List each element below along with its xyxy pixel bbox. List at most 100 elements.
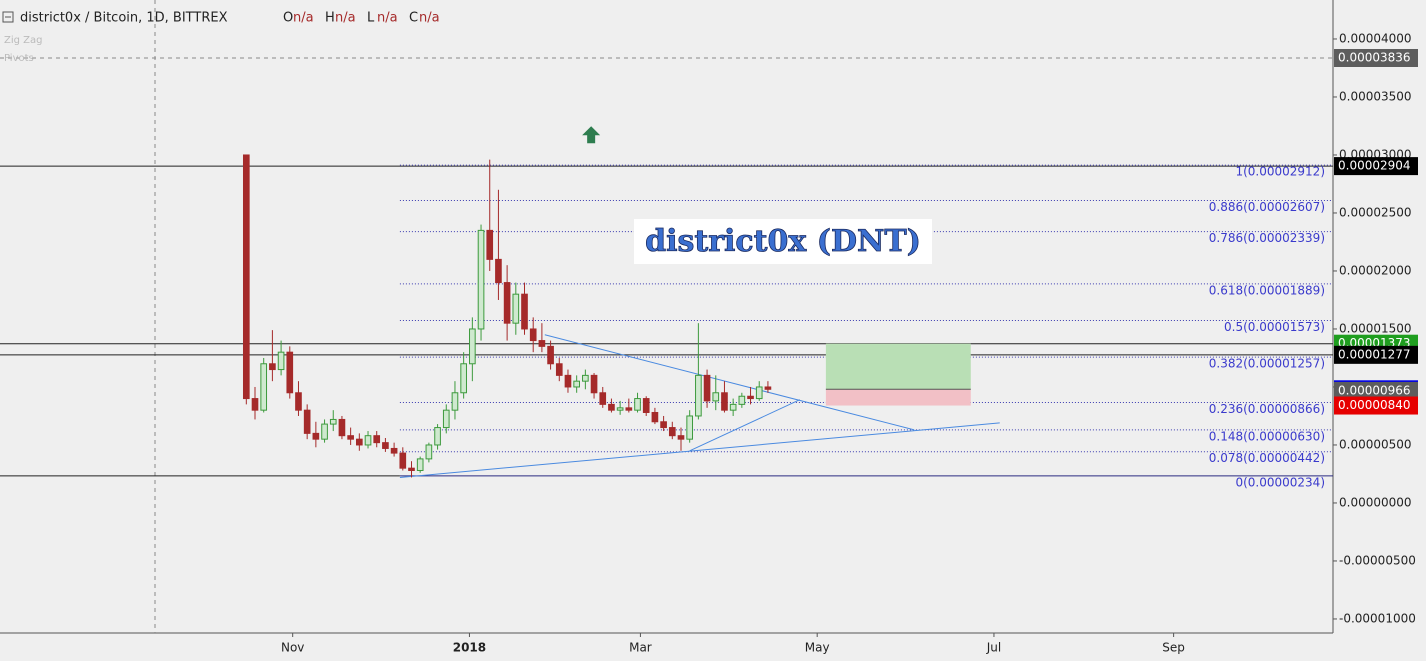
candle-body: [721, 392, 728, 411]
y-tick-label: 0.00002000: [1339, 263, 1412, 277]
price-label: 0.00003836: [1338, 50, 1411, 64]
candle-body: [608, 403, 615, 411]
candle-body: [329, 418, 337, 425]
candle-body: [408, 467, 415, 471]
fib-label: 0.236(0.00000866): [1209, 402, 1325, 416]
candle-body: [521, 293, 528, 330]
candle-body: [416, 458, 424, 471]
fib-label: 0.618(0.00001889): [1209, 283, 1325, 297]
price-label: 0.00000840: [1338, 398, 1411, 412]
y-tick-label: 0.00002500: [1339, 205, 1412, 219]
candle-body: [312, 432, 320, 440]
position-target: [825, 343, 971, 390]
fib-label: 0.148(0.00000630): [1209, 429, 1325, 443]
price-label-box: [1334, 157, 1418, 176]
annotation: district0x (DNT): [645, 224, 921, 259]
y-tick-label: -0.00001000: [1339, 611, 1416, 625]
fib-label: 0.382(0.00001257): [1209, 357, 1325, 371]
price-label-box: [1334, 345, 1418, 364]
y-tick-label: 0.00004000: [1339, 31, 1412, 45]
candle-body: [582, 374, 589, 382]
price-label: 0.00001277: [1338, 347, 1411, 361]
candle-body: [356, 438, 363, 446]
candle-body: [251, 398, 259, 411]
indicator-label: Pivots: [4, 53, 34, 64]
fib-label: 0.886(0.00002607): [1209, 200, 1325, 214]
candle-body: [538, 340, 546, 347]
candle-body: [573, 380, 580, 388]
candle-body: [651, 411, 659, 423]
candle-body: [269, 363, 276, 371]
candle-body: [547, 345, 554, 365]
candle-body: [451, 392, 459, 411]
ohlc-value: n/a: [419, 11, 440, 26]
ohlc-key: C: [409, 11, 418, 26]
plot: 1(0.00002912) 0.886(0.00002607) 0.786(0.00…: [0, 57, 1333, 489]
y-tick-label: 0.00000500: [1339, 437, 1412, 451]
symbol-title: district0x / Bitcoin, 1D, BITTREX: [20, 11, 228, 26]
candle-body: [677, 435, 685, 440]
candle-body: [347, 435, 354, 440]
candle-body: [460, 363, 467, 394]
candle-body: [555, 363, 563, 376]
candle-body: [512, 293, 520, 324]
candle-body: [495, 258, 502, 284]
candle-body: [469, 328, 476, 365]
candle-body: [477, 229, 485, 330]
candle-body: [747, 395, 754, 400]
x-tick-label: Nov: [281, 641, 304, 655]
x-tick-label: Mar: [629, 641, 652, 655]
candle-body: [303, 409, 311, 434]
price-label: 0.00002904: [1338, 159, 1411, 173]
candle-body: [764, 386, 772, 390]
price-label-box: [1334, 396, 1418, 415]
candle-body: [616, 407, 624, 411]
ohlc-value: n/a: [335, 11, 356, 26]
trend-line: [689, 399, 801, 452]
y-tick-label: 0.00003500: [1339, 89, 1412, 103]
candle-body: [668, 427, 676, 437]
candle-body: [738, 395, 746, 405]
candle-body: [529, 328, 537, 342]
arrow-up: [582, 126, 601, 144]
fib-label: 0.786(0.00002339): [1209, 231, 1325, 245]
candle-body: [382, 442, 389, 449]
candle-body: [442, 409, 450, 429]
candle-body: [686, 415, 694, 440]
candle-body: [425, 444, 433, 460]
fib-label: 1(0.00002912): [1235, 165, 1325, 179]
ohlc-value: n/a: [293, 11, 314, 26]
candle-body: [590, 374, 598, 394]
candle-body: [703, 374, 711, 402]
price-label-box: [1334, 381, 1418, 400]
trend-line: [544, 334, 915, 431]
x-tick-label: 2018: [453, 641, 486, 655]
candle-body: [277, 351, 285, 371]
price-label-box: [1334, 48, 1418, 67]
x-tick-label: May: [805, 641, 830, 655]
indicator-label: Zig Zag: [4, 35, 42, 46]
candle-body: [390, 447, 398, 454]
ohlc-key: O: [283, 11, 293, 26]
candle-body: [729, 403, 737, 411]
candle-body: [695, 374, 702, 417]
ohlc-value: n/a: [377, 11, 398, 26]
collapse-icon[interactable]: [2, 11, 14, 23]
candle-body: [625, 407, 633, 411]
candle-body: [434, 427, 441, 446]
fib-label: 0.078(0.00000442): [1209, 451, 1325, 465]
candle-body: [286, 351, 294, 394]
position-stop: [825, 389, 971, 406]
candle-body: [295, 392, 302, 411]
annotation-box: [634, 219, 932, 264]
ohlc-key: H: [325, 11, 335, 26]
candle-body: [260, 363, 268, 411]
candle-body: [486, 229, 494, 260]
candle-body: [503, 282, 511, 324]
candle-body: [755, 386, 763, 400]
y-tick-label: 0.00001500: [1339, 321, 1412, 335]
fib-label: 0(0.00000234): [1235, 475, 1325, 489]
candle-body: [242, 154, 250, 400]
